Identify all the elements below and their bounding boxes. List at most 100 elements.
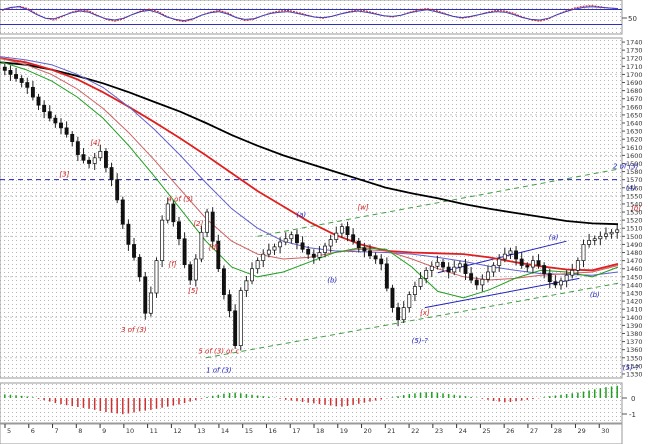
- candle-body: [165, 203, 170, 221]
- candle-body: [306, 248, 311, 255]
- price-tick-label: 1510: [626, 225, 643, 233]
- date-axis: 5 6 7 8 9 10 11 12 13 14 15 16 17 18 19 20 21 22 23 24 25 26 2…: [0, 423, 623, 444]
- date-tick-label: 12: [173, 427, 181, 435]
- candle-body: [182, 238, 187, 266]
- price-tick-label: 1470: [626, 257, 643, 265]
- price-tick-label: 1350: [626, 354, 643, 362]
- candle-body: [317, 252, 322, 258]
- candle-body: [441, 261, 445, 268]
- date-tick-label: 20: [364, 427, 372, 435]
- candle-body: [604, 233, 608, 237]
- candle-body: [103, 150, 108, 168]
- candle-body: [570, 269, 575, 276]
- candle-body: [25, 82, 30, 88]
- candlesticks: [2, 63, 620, 351]
- candle-body: [300, 242, 305, 250]
- candle-body: [502, 253, 507, 260]
- candle-body: [615, 229, 620, 233]
- histogram-y-axis: 0 -1: [622, 395, 636, 419]
- candle-body: [525, 265, 530, 268]
- candle-body: [469, 273, 474, 281]
- candle-body: [351, 234, 356, 242]
- wave-label: [5]: [188, 287, 198, 295]
- candle-body: [272, 246, 277, 251]
- price-tick-label: 1610: [626, 144, 643, 152]
- candle-body: [193, 258, 198, 281]
- price-tick-label: 1670: [626, 95, 643, 103]
- price-tick-label: 1650: [626, 111, 643, 119]
- date-tick-label: 11: [150, 427, 158, 435]
- wave-label: 2 of (3): [613, 162, 639, 170]
- date-axis-band: [0, 423, 623, 444]
- price-tick-label: 1590: [626, 160, 643, 168]
- wave-label: [2]: [193, 220, 203, 228]
- wave-label: 5 of (3) or c: [198, 348, 239, 356]
- candle-body: [401, 307, 406, 321]
- candle-body: [339, 226, 344, 234]
- price-tick-label: 1500: [626, 233, 643, 241]
- candle-body: [480, 278, 485, 286]
- candle-body: [115, 179, 120, 201]
- trend-line: [205, 282, 619, 359]
- candle-body: [368, 250, 372, 257]
- candle-body: [59, 122, 63, 129]
- price-tick-label: 1410: [626, 306, 643, 314]
- price-tick-label: 1700: [626, 71, 643, 79]
- wave-label: 4 of (3): [167, 196, 193, 204]
- wave-label: [x]: [420, 309, 430, 317]
- candle-body: [30, 87, 35, 98]
- date-tick-label: 17: [292, 427, 300, 435]
- trend-lines: [0, 168, 619, 359]
- price-y-axis: 1330134013501360137013801390140014101420…: [622, 39, 643, 378]
- oscillator-panel: 50: [0, 0, 637, 35]
- price-tick-label: 1730: [626, 47, 643, 55]
- price-tick-label: 1620: [626, 136, 643, 144]
- candle-body: [581, 244, 586, 261]
- candle-body: [92, 157, 97, 164]
- date-tick-label: 16: [268, 427, 276, 435]
- candle-body: [143, 276, 148, 314]
- candle-body: [553, 281, 558, 286]
- candle-body: [452, 266, 457, 273]
- date-tick-label: 13: [197, 427, 205, 435]
- candle-body: [137, 257, 142, 278]
- price-tick-label: 1450: [626, 273, 643, 281]
- candle-body: [210, 211, 215, 242]
- candle-body: [575, 260, 580, 271]
- price-tick-label: 1570: [626, 176, 643, 184]
- price-tick-label: 1390: [626, 322, 643, 330]
- date-tick-label: 27: [530, 427, 538, 435]
- date-tick-label: 28: [554, 427, 562, 435]
- wave-label: [f]: [169, 260, 177, 268]
- price-tick-label: 1460: [626, 265, 643, 273]
- candle-body: [334, 232, 339, 240]
- oscillator-series-line: [1, 6, 619, 22]
- candle-body: [233, 310, 238, 346]
- price-tick-label: 1580: [626, 168, 643, 176]
- date-tick-label: 7: [55, 427, 59, 435]
- candle-body: [278, 241, 283, 248]
- candle-body: [356, 240, 361, 249]
- price-tick-label: 1740: [626, 39, 643, 47]
- price-tick-label: 1710: [626, 63, 643, 71]
- candle-body: [64, 127, 69, 135]
- date-tick-label: 8: [78, 427, 82, 435]
- price-tick-label: 1440: [626, 281, 643, 289]
- candle-body: [328, 239, 333, 247]
- candle-body: [418, 278, 423, 287]
- date-tick-label: 23: [435, 427, 443, 435]
- candle-body: [508, 250, 513, 255]
- candle-body: [42, 104, 47, 113]
- date-tick-label: 24: [459, 427, 467, 435]
- moving-average-line: [0, 61, 619, 299]
- candle-body: [497, 258, 502, 266]
- oscillator-lines: [0, 5, 622, 25]
- candle-body: [559, 280, 563, 286]
- moving-average-line: [0, 61, 619, 226]
- candle-body: [519, 258, 524, 266]
- price-tick-label: 1370: [626, 338, 643, 346]
- price-tick-label: 1680: [626, 87, 643, 95]
- date-tick-label: 22: [411, 427, 419, 435]
- candle-body: [160, 219, 165, 261]
